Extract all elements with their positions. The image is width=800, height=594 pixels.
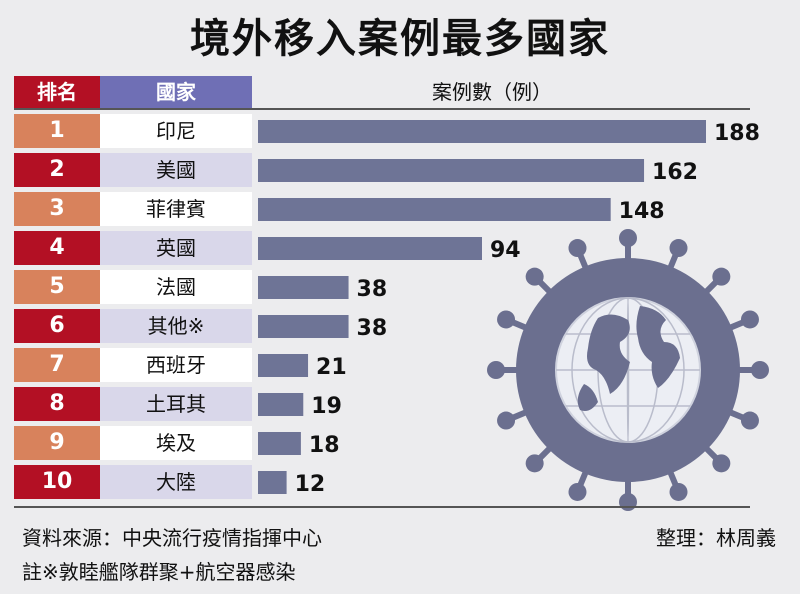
bar xyxy=(258,354,309,377)
chart-title: 境外移入案例最多國家 xyxy=(190,16,610,62)
rank-cell: 9 xyxy=(14,426,100,460)
rank-cell: 8 xyxy=(14,387,100,421)
data-label: 94 xyxy=(490,238,521,263)
rank-cell: 10 xyxy=(14,465,100,499)
rank-cell: 5 xyxy=(14,270,100,304)
rank-cell: 4 xyxy=(14,231,100,265)
rank-cell: 2 xyxy=(14,153,100,187)
data-label: 148 xyxy=(619,199,665,224)
country-cell: 印尼 xyxy=(100,114,252,148)
rank-cell: 1 xyxy=(14,114,100,148)
data-label: 18 xyxy=(309,433,340,458)
country-cell: 菲律賓 xyxy=(100,192,252,226)
bar xyxy=(258,120,706,143)
country-cell: 美國 xyxy=(100,153,252,187)
country-cell: 其他※ xyxy=(100,309,252,343)
data-label: 188 xyxy=(714,121,760,146)
country-cell: 英國 xyxy=(100,231,252,265)
header-country: 國家 xyxy=(100,76,252,108)
country-cell: 土耳其 xyxy=(100,387,252,421)
country-cell: 埃及 xyxy=(100,426,252,460)
editor-credit: 整理：林周義 xyxy=(656,526,776,550)
country-cell: 法國 xyxy=(100,270,252,304)
country-cell: 西班牙 xyxy=(100,348,252,382)
country-cell: 大陸 xyxy=(100,465,252,499)
header-count: 案例數（例） xyxy=(432,80,552,104)
bar xyxy=(258,393,304,416)
data-label: 162 xyxy=(652,160,698,185)
bar xyxy=(258,276,349,299)
footer-divider xyxy=(14,506,750,508)
header-rank: 排名 xyxy=(14,76,100,108)
rank-cell: 7 xyxy=(14,348,100,382)
virus-globe-icon xyxy=(487,229,769,511)
bar xyxy=(258,471,287,494)
bar xyxy=(258,237,482,260)
bar xyxy=(258,432,301,455)
source-note: 資料來源：中央流行疫情指揮中心 xyxy=(22,526,322,550)
bar xyxy=(258,315,349,338)
rank-cell: 3 xyxy=(14,192,100,226)
data-label: 19 xyxy=(311,394,342,419)
footnote: 註※敦睦艦隊群聚+航空器感染 xyxy=(22,560,296,584)
rank-cell: 6 xyxy=(14,309,100,343)
bar xyxy=(258,159,645,182)
data-label: 12 xyxy=(295,472,326,497)
bar xyxy=(258,198,611,221)
data-label: 38 xyxy=(357,277,388,302)
data-label: 21 xyxy=(316,355,347,380)
data-label: 38 xyxy=(357,316,388,341)
header-divider xyxy=(14,108,750,110)
